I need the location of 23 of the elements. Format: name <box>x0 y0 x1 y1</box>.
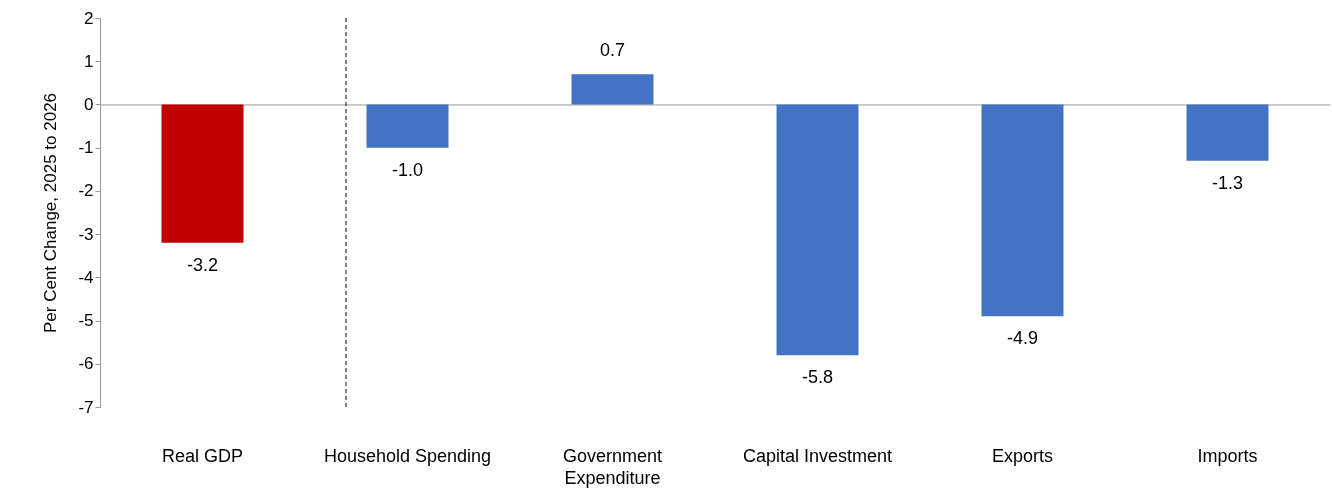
y-tick-label: 1 <box>84 51 94 71</box>
y-tick-label: -2 <box>78 181 94 201</box>
y-tick-label: -1 <box>78 138 94 158</box>
data-label: -1.0 <box>391 159 424 180</box>
x-tick-label: Exports <box>991 445 1054 466</box>
y-tick-label: -5 <box>78 311 94 331</box>
x-tick-label: Capital Investment <box>742 445 893 466</box>
data-label: -1.3 <box>1211 172 1244 193</box>
x-tick-label: Household Spending <box>323 445 492 466</box>
x-tick-label: Real GDP <box>161 445 244 466</box>
data-label: -4.9 <box>1006 328 1039 349</box>
y-tick-label: -7 <box>78 397 94 417</box>
y-axis-title: Per Cent Change, 2025 to 2026 <box>41 92 61 334</box>
x-tick-label: Imports <box>1197 445 1258 466</box>
y-tick-label: 0 <box>84 94 94 114</box>
y-tick-label: 2 <box>84 8 94 28</box>
data-label: 0.7 <box>599 40 626 61</box>
y-tick-label: -3 <box>78 224 94 244</box>
data-label: -5.8 <box>801 367 834 388</box>
data-label: -3.2 <box>186 254 219 275</box>
y-tick-label: -6 <box>78 354 94 374</box>
y-tick-label: -4 <box>78 267 94 287</box>
x-tick-label: Government Expenditure <box>562 445 663 488</box>
